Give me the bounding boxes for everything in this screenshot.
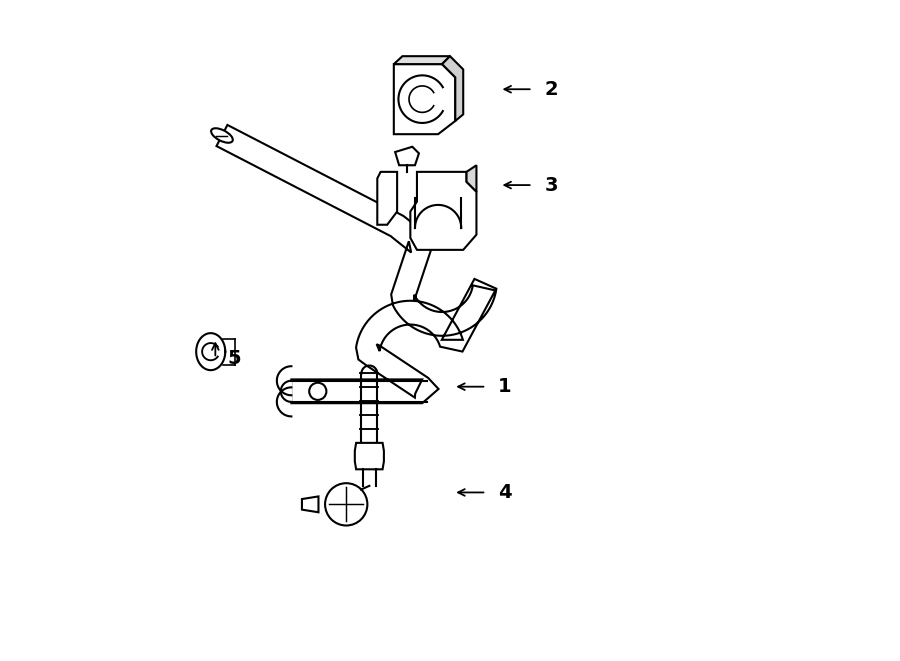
Text: 2: 2 [544,80,558,98]
Polygon shape [394,56,450,64]
Text: 1: 1 [499,377,512,396]
Polygon shape [394,64,455,134]
Text: 5: 5 [227,349,241,368]
Polygon shape [395,147,419,165]
Polygon shape [217,125,497,403]
Polygon shape [355,443,384,469]
Circle shape [325,483,367,525]
Circle shape [310,383,327,400]
Polygon shape [302,496,319,512]
Text: 3: 3 [544,176,558,194]
Polygon shape [466,165,476,192]
Ellipse shape [212,128,233,143]
Polygon shape [377,172,397,225]
Text: 4: 4 [499,483,512,502]
Polygon shape [442,56,464,121]
Polygon shape [410,172,476,250]
